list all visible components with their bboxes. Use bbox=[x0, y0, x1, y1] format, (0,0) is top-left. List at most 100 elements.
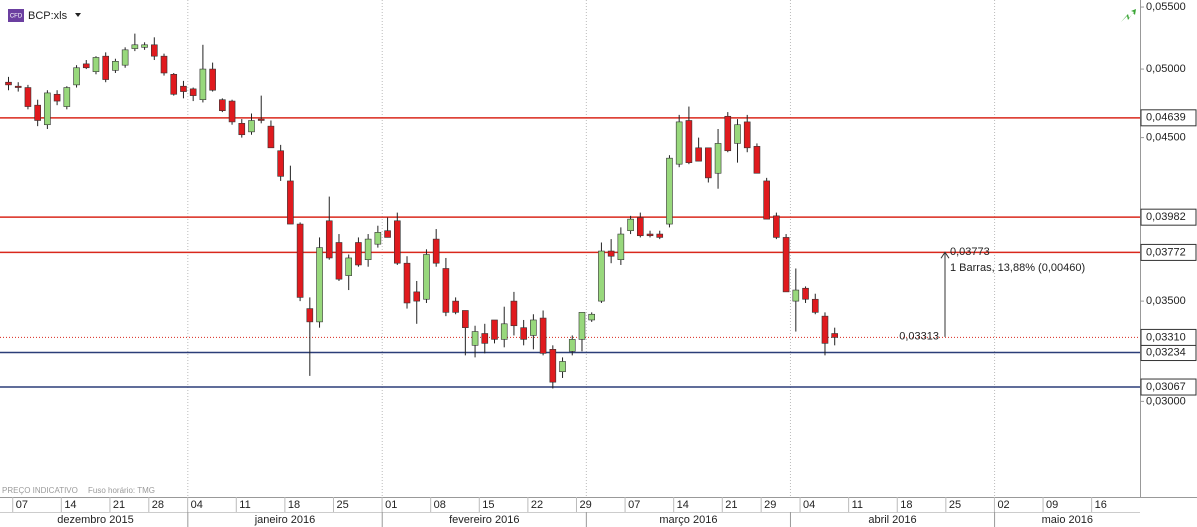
measure-arrow-head bbox=[940, 251, 950, 259]
x-tick-label: 11 bbox=[852, 499, 863, 511]
candle-body bbox=[423, 254, 430, 300]
dropdown-arrow[interactable] bbox=[75, 13, 81, 17]
x-tick-label: 15 bbox=[482, 499, 494, 511]
candle-body bbox=[617, 233, 625, 261]
symbol[interactable]: BCP:xls bbox=[28, 10, 68, 22]
candle-body bbox=[462, 310, 469, 328]
candle-body bbox=[296, 223, 304, 298]
candle-body bbox=[646, 233, 654, 237]
candle-body bbox=[209, 68, 216, 91]
x-tick-label: 22 bbox=[531, 499, 543, 511]
candle-body bbox=[636, 217, 644, 237]
level-box bbox=[1140, 378, 1197, 396]
candle-body bbox=[500, 323, 508, 340]
candle-body bbox=[5, 81, 12, 86]
candle-body bbox=[121, 49, 129, 66]
candle-body bbox=[384, 230, 391, 238]
candle-body bbox=[393, 220, 401, 264]
candle-body bbox=[141, 44, 148, 48]
candle-body bbox=[170, 73, 178, 95]
month-label: maio 2016 bbox=[1042, 514, 1093, 526]
candle-body bbox=[763, 180, 770, 220]
candle-body bbox=[773, 215, 780, 238]
candle-body bbox=[675, 121, 683, 165]
candle-body bbox=[811, 298, 819, 313]
candle-body bbox=[102, 55, 109, 80]
month-label: março 2016 bbox=[659, 514, 717, 526]
month-label: fevereiro 2016 bbox=[449, 514, 519, 526]
candle-body bbox=[325, 220, 333, 259]
level-box bbox=[1140, 109, 1197, 127]
candle-body bbox=[607, 250, 615, 257]
trend-icon bbox=[1121, 9, 1136, 22]
candle-body bbox=[44, 92, 51, 126]
candle-body bbox=[831, 333, 839, 338]
x-tick-label: 28 bbox=[152, 499, 164, 511]
candle-body bbox=[14, 85, 22, 88]
x-tick-label: 16 bbox=[1095, 499, 1107, 511]
candle-body bbox=[530, 319, 537, 336]
candle-body bbox=[160, 55, 168, 74]
candle-body bbox=[792, 289, 800, 302]
candle-body bbox=[306, 308, 314, 323]
candle-body bbox=[568, 339, 576, 352]
candle-body bbox=[355, 242, 362, 266]
price-label: 0,03310 bbox=[1146, 331, 1186, 343]
candle-body bbox=[413, 291, 421, 302]
x-tick-label: 25 bbox=[949, 499, 961, 511]
month-label: dezembro 2015 bbox=[57, 514, 133, 526]
candle-body bbox=[92, 57, 100, 72]
candle-body bbox=[345, 257, 353, 276]
candle-body bbox=[112, 61, 119, 71]
candle-body bbox=[753, 146, 761, 174]
x-tick-label: 07 bbox=[628, 499, 640, 511]
y-tick-label: 0,03500 bbox=[1146, 295, 1186, 307]
candle-body bbox=[238, 123, 246, 136]
badge-text: CFD bbox=[10, 14, 23, 20]
level-label: 0,03234 bbox=[1146, 346, 1186, 358]
candle-body bbox=[219, 99, 226, 112]
candle-body bbox=[53, 93, 61, 102]
x-tick-label: 07 bbox=[16, 499, 28, 511]
candle-body bbox=[685, 120, 693, 163]
candle-body bbox=[180, 85, 187, 92]
cfd-badge bbox=[8, 9, 24, 22]
candle-body bbox=[374, 232, 382, 245]
y-tick-label: 0,05000 bbox=[1146, 63, 1186, 75]
x-tick-label: 04 bbox=[191, 499, 203, 511]
candle-body bbox=[364, 238, 372, 261]
candle-body bbox=[151, 44, 158, 57]
x-tick-label: 14 bbox=[64, 499, 76, 511]
candle-body bbox=[510, 300, 518, 327]
x-tick-label: 18 bbox=[900, 499, 912, 511]
candle-body bbox=[666, 157, 673, 225]
candle-body bbox=[578, 312, 586, 340]
candle-body bbox=[627, 218, 634, 232]
candle-body bbox=[335, 242, 343, 280]
measure-from-label: 0,03313 bbox=[899, 331, 939, 343]
candle-body bbox=[403, 262, 411, 304]
candle-body bbox=[316, 247, 323, 323]
candle-body bbox=[539, 317, 547, 354]
x-tick-label: 29 bbox=[579, 499, 591, 511]
x-tick-label: 21 bbox=[113, 499, 125, 511]
x-tick-label: 11 bbox=[239, 499, 250, 511]
measure-to-label: 0,03773 bbox=[950, 246, 990, 258]
level-box bbox=[1140, 208, 1197, 226]
level-label: 0,03772 bbox=[1146, 246, 1186, 258]
candle-body bbox=[267, 125, 275, 149]
candle-body bbox=[743, 121, 751, 149]
candle-body bbox=[24, 87, 32, 107]
footnote: PREÇO INDICATIVO bbox=[2, 486, 78, 495]
candle-body bbox=[491, 319, 498, 340]
candle-body bbox=[695, 147, 702, 162]
candle-body bbox=[452, 300, 459, 313]
candle-body bbox=[559, 361, 566, 373]
x-tick-label: 01 bbox=[385, 499, 397, 511]
candle-body bbox=[705, 147, 712, 179]
candle-body bbox=[471, 331, 479, 346]
month-label: abril 2016 bbox=[868, 514, 916, 526]
candle-body bbox=[442, 268, 450, 313]
x-tick-label: 25 bbox=[336, 499, 348, 511]
candle-body bbox=[277, 150, 284, 177]
